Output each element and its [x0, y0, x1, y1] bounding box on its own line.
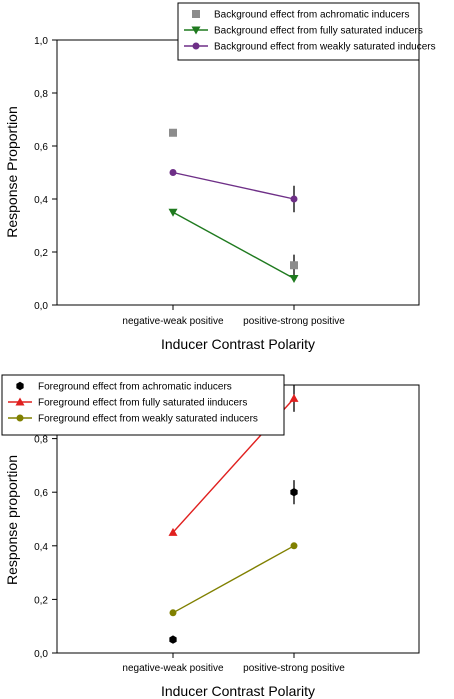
legend-label: Foreground effect from fully saturated i…: [38, 398, 247, 409]
data-point: [169, 169, 177, 176]
legend-label: Background effect from achromatic induce…: [214, 10, 409, 21]
data-point: [289, 393, 299, 402]
series-0: [169, 480, 298, 644]
y-tick-label: 0,4: [34, 542, 48, 553]
data-point: [168, 208, 178, 217]
legend-label: Background effect from weakly saturated …: [214, 42, 436, 53]
x-tick-label: negative-weak positive: [122, 663, 224, 674]
series-2: [169, 169, 298, 213]
legend-label: Foreground effect from achromatic induce…: [38, 382, 232, 393]
series-2: [169, 542, 298, 617]
series-1: [168, 208, 299, 283]
series-0: [169, 128, 298, 276]
legend-marker: [192, 10, 200, 18]
x-tick-label: positive-strong positive: [243, 663, 345, 674]
legend-marker: [192, 42, 200, 50]
y-tick-label: 0,0: [34, 301, 48, 312]
series-line: [172, 211, 295, 280]
data-point: [290, 488, 298, 497]
legend: Background effect from achromatic induce…: [177, 2, 436, 61]
y-tick-label: 0,8: [34, 435, 48, 446]
y-tick-label: 0,6: [34, 142, 48, 153]
data-point: [290, 195, 298, 203]
y-tick-label: 0,0: [34, 649, 48, 660]
data-point: [290, 542, 298, 550]
data-point: [169, 635, 177, 644]
legend-label: Foreground effect from weakly saturated …: [38, 414, 258, 425]
data-point: [168, 527, 178, 536]
y-axis-label: Response proportion: [4, 455, 20, 585]
series-line: [172, 171, 295, 200]
legend-marker: [16, 414, 24, 422]
y-tick-label: 0,8: [34, 89, 48, 100]
data-point: [169, 609, 177, 617]
background-effect-chart: Response Proportion 0,0 0,2 0,4 0,6 0,8 1,0 ne…: [4, 2, 436, 352]
y-tick-label: 0,6: [34, 488, 48, 499]
legend-marker: [15, 397, 25, 406]
y-tick-label: 1,0: [34, 36, 48, 47]
foreground-effect-chart: Response proportion 0,0 0,2 0,4 0,6 0,8 negat…: [1, 374, 420, 699]
legend-box: [177, 2, 420, 61]
legend-marker: [16, 381, 24, 391]
x-tick-label: positive-strong positive: [243, 316, 345, 327]
x-axis-label: Inducer Contrast Polarity: [161, 336, 315, 352]
y-axis-label: Response Proportion: [4, 106, 20, 238]
data-point: [169, 128, 177, 137]
legend-label: Background effect from fully saturated i…: [214, 26, 423, 37]
x-tick-label: negative-weak positive: [122, 316, 224, 327]
data-point: [289, 275, 299, 283]
x-axis-label: Inducer Contrast Polarity: [161, 683, 315, 699]
plot-frame: [56, 39, 420, 306]
legend-marker: [191, 26, 201, 35]
y-tick-label: 0,4: [34, 195, 48, 206]
data-point: [290, 261, 298, 270]
series-line: [172, 545, 295, 614]
legend: Foreground effect from achromatic induce…: [1, 374, 285, 436]
y-tick-label: 0,2: [34, 595, 48, 606]
y-tick-label: 0,2: [34, 248, 48, 259]
legend-box: [1, 374, 285, 436]
